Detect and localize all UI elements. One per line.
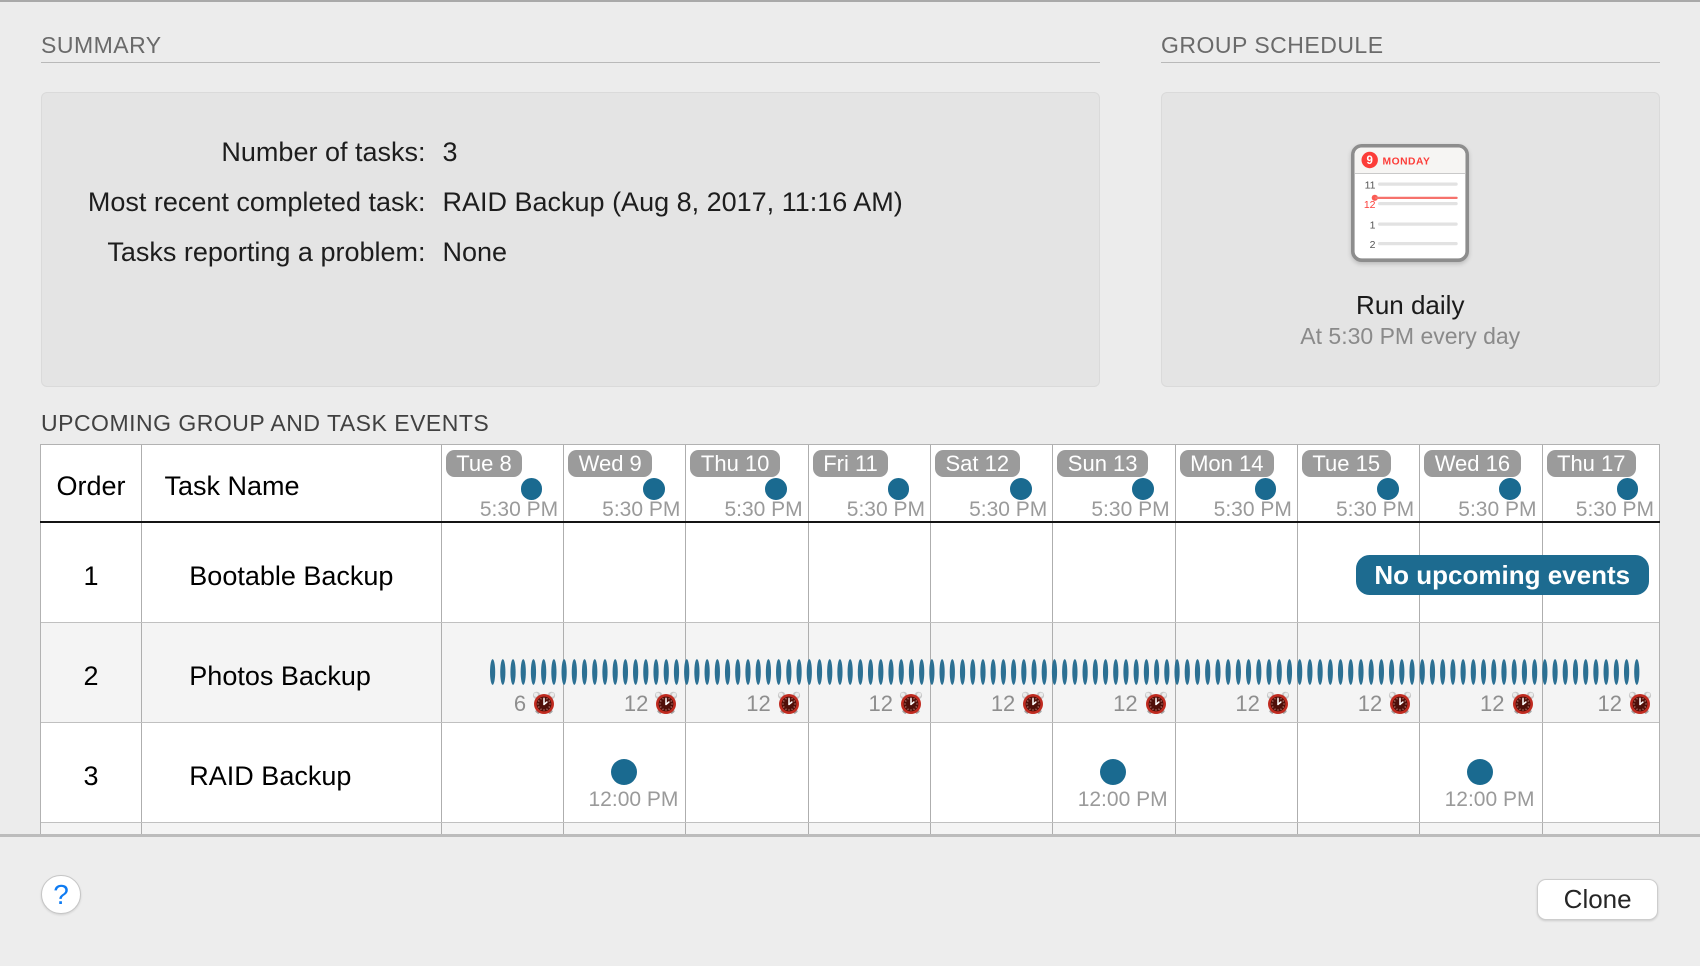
svg-text:2: 2 — [1370, 239, 1376, 251]
svg-text:1: 1 — [1370, 220, 1376, 232]
svg-text:MONDAY: MONDAY — [1383, 157, 1431, 168]
svg-text:11: 11 — [1365, 180, 1376, 192]
svg-text:12: 12 — [1364, 199, 1376, 211]
svg-text:9: 9 — [1366, 155, 1372, 167]
